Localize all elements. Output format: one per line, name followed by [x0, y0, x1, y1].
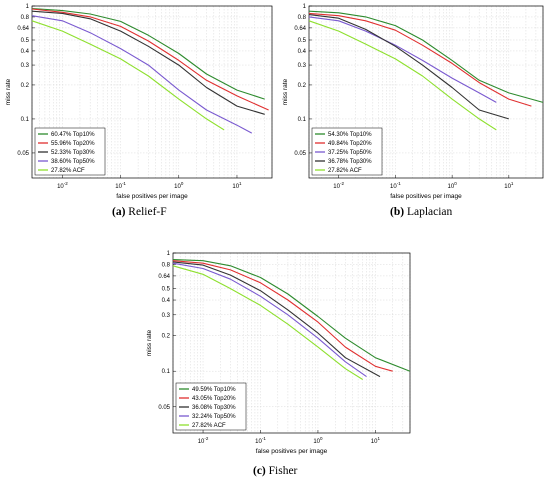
y-tick-label: 0.3 — [298, 63, 307, 69]
caption-letter: (b) — [390, 206, 405, 218]
series-line — [308, 20, 497, 131]
legend-entry: 52.33% Top30% — [51, 150, 95, 156]
caption-text: Laplacian — [406, 206, 453, 218]
series-line — [172, 259, 411, 372]
axes-box — [308, 5, 544, 179]
y-tick-label: 0.8 — [21, 15, 30, 21]
x-tick-label: 10-1 — [390, 181, 401, 190]
chart-fisher: 0.05 0.1 0.2 0.3 0.4 0.5 0.64 0.8 1 10-2 10-1 100 10… — [146, 251, 411, 455]
series-line — [31, 8, 269, 111]
legend-entry: 36.08% Top30% — [192, 405, 236, 411]
y-axis-label: miss rate — [146, 329, 153, 356]
y-tick-label: 0.05 — [294, 151, 306, 157]
y-tick-label: 0.1 — [162, 369, 171, 375]
legend: 60.47% Top10% 55.96% Top20% 52.33% Top30% 3… — [34, 127, 106, 176]
series-line — [308, 10, 544, 103]
y-tick-label: 0.4 — [298, 49, 307, 55]
y-tick-label: 0.3 — [162, 313, 171, 319]
y-tick-label: 0.8 — [298, 15, 307, 21]
y-tick-label: 0.8 — [162, 262, 171, 268]
y-tick-label: 0.5 — [162, 287, 171, 293]
legend-entry: 60.47% Top10% — [51, 132, 95, 138]
series-line — [31, 7, 265, 100]
y-tick-label: 1 — [167, 251, 171, 257]
legend: 49.59% Top10% 43.05% Top20% 36.08% Top30% 3… — [175, 382, 247, 431]
axes-box — [172, 252, 411, 434]
series-line — [308, 12, 532, 107]
y-tick-label: 0.2 — [21, 83, 30, 89]
caption-relief-f: (a) Relief-F — [112, 206, 167, 218]
y-tick-label: 0.3 — [21, 63, 30, 69]
panel-laplacian: 0.05 0.1 0.2 0.3 0.4 0.5 0.64 0.8 1 10-2 10-1 100 10… — [275, 0, 550, 225]
caption-fisher: (c) Fisher — [253, 465, 297, 477]
chart-laplacian: 0.05 0.1 0.2 0.3 0.4 0.5 0.64 0.8 1 10-2 10-1 100 10… — [282, 4, 544, 200]
x-tick-label: 10-2 — [57, 181, 68, 190]
y-tick-label: 0.5 — [298, 38, 307, 44]
x-tick-label: 100 — [448, 181, 458, 190]
series-line — [308, 14, 509, 120]
legend-entry: 27.82% ACF — [51, 168, 85, 174]
caption-text: Relief-F — [128, 206, 167, 218]
x-axis-label: false positives per image — [256, 448, 328, 455]
legend-entry: 38.60% Top50% — [51, 159, 95, 165]
panel-fisher: 0.05 0.1 0.2 0.3 0.4 0.5 0.64 0.8 1 10-2 10-1 100 10… — [138, 245, 413, 488]
legend-entry: 49.84% Top20% — [328, 141, 372, 147]
x-tick-label: 101 — [371, 436, 381, 445]
legend-entry: 27.82% ACF — [192, 423, 226, 429]
y-tick-label: 0.64 — [17, 26, 29, 32]
y-tick-label: 0.05 — [158, 405, 170, 411]
y-axis-label: miss rate — [5, 78, 12, 105]
x-tick-label: 100 — [313, 436, 323, 445]
legend-entry: 36.78% Top30% — [328, 159, 372, 165]
legend-entry: 55.96% Top20% — [51, 141, 95, 147]
series-line — [31, 10, 265, 115]
legend-entry: 54.30% Top10% — [328, 132, 372, 138]
y-tick-label: 1 — [303, 4, 307, 10]
x-axis-label: false positives per image — [116, 193, 188, 200]
legend-entry: 49.59% Top10% — [192, 387, 236, 393]
series-line — [31, 20, 225, 131]
x-tick-label: 10-2 — [333, 181, 344, 190]
legend-entry: 37.25% Top50% — [328, 150, 372, 156]
y-tick-label: 0.05 — [17, 151, 29, 157]
caption-letter: (c) — [253, 465, 266, 477]
y-tick-label: 0.64 — [158, 274, 170, 280]
caption-laplacian: (b) Laplacian — [390, 206, 452, 218]
legend: 54.30% Top10% 49.84% Top20% 37.25% Top50% 3… — [311, 127, 383, 176]
series-line — [172, 260, 393, 372]
caption-text: Fisher — [268, 465, 298, 477]
chart-relief-f: 0.05 0.1 0.2 0.3 0.4 0.5 0.64 0.8 1 10-2 10-1 100 10… — [5, 4, 273, 200]
y-tick-label: 0.2 — [298, 83, 307, 89]
y-axis-label: miss rate — [282, 78, 289, 105]
x-tick-label: 101 — [232, 181, 242, 190]
axes-box — [31, 5, 273, 179]
x-tick-label: 10-1 — [115, 181, 126, 190]
legend-entry: 27.82% ACF — [328, 168, 362, 174]
x-tick-label: 10-1 — [255, 436, 266, 445]
y-tick-label: 0.1 — [21, 117, 30, 123]
legend-entry: 32.24% Top50% — [192, 414, 236, 420]
series-line — [172, 265, 363, 380]
legend-entry: 43.05% Top20% — [192, 396, 236, 402]
y-tick-label: 0.2 — [162, 334, 171, 340]
series-line — [31, 15, 253, 134]
caption-letter: (a) — [112, 206, 126, 218]
y-tick-label: 0.4 — [162, 298, 171, 304]
x-tick-label: 10-2 — [198, 436, 209, 445]
series-line — [308, 16, 497, 103]
panel-relief-f: 0.05 0.1 0.2 0.3 0.4 0.5 0.64 0.8 1 10-2 10-1 100 10… — [0, 0, 275, 225]
y-tick-label: 0.4 — [21, 49, 30, 55]
y-tick-label: 0.64 — [294, 26, 306, 32]
y-tick-label: 0.1 — [298, 117, 307, 123]
series-line — [172, 261, 381, 378]
y-tick-label: 0.5 — [21, 38, 30, 44]
y-tick-label: 1 — [26, 4, 30, 10]
x-tick-label: 100 — [174, 181, 184, 190]
x-axis-label: false positives per image — [390, 193, 462, 200]
x-tick-label: 101 — [504, 181, 514, 190]
series-line — [172, 262, 367, 378]
